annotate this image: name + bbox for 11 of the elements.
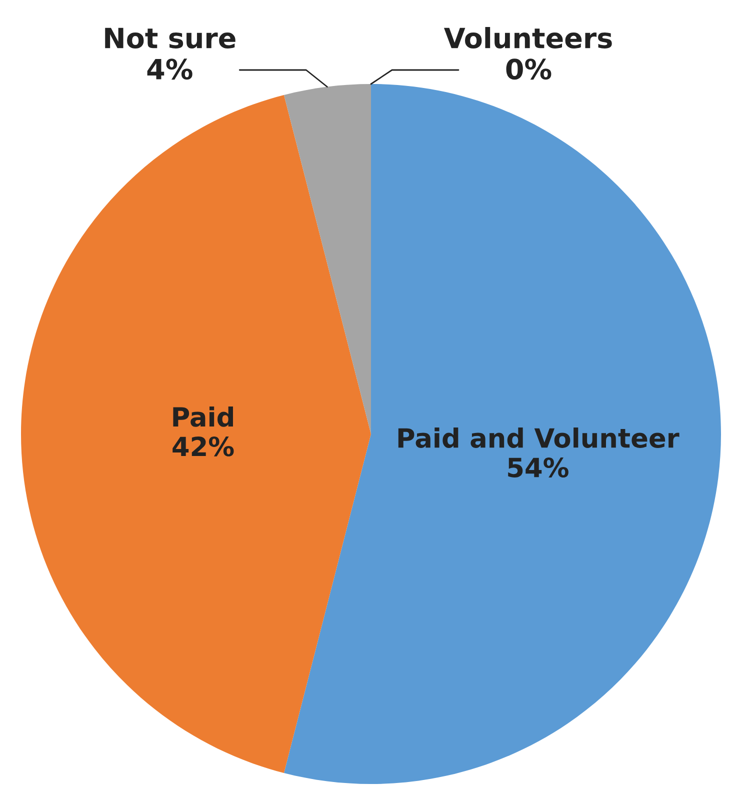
slice-label: Paid	[173, 406, 233, 427]
pie-slice	[284, 84, 721, 784]
text: 0%	[506, 58, 552, 80]
category-label: Volunteers	[444, 27, 612, 49]
pie-slice	[284, 84, 371, 434]
slice-label: Paid and Volunteer	[398, 428, 680, 448]
data-label: 42%	[172, 436, 234, 456]
data-label: 54%	[508, 458, 568, 478]
data-label: 4%	[147, 58, 192, 80]
pie-slice	[21, 94, 371, 774]
slice-label: Not sure	[105, 28, 236, 49]
